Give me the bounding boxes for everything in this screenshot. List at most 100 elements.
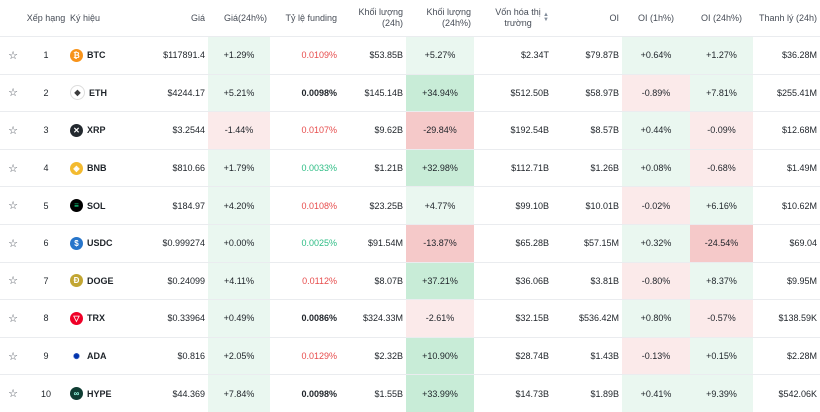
oi-1h-cell: -0.89% <box>622 73 690 112</box>
eth-icon: ◆ <box>70 85 85 101</box>
star-icon[interactable]: ☆ <box>8 87 18 100</box>
symbol-label: DOGE <box>87 275 114 286</box>
price-cell: $4244.17 <box>138 73 208 112</box>
oi-24h-cell: +9.39% <box>690 374 753 412</box>
mcap-cell: $512.50B <box>474 73 552 112</box>
price-cell: $3.2544 <box>138 111 208 150</box>
liq-cell: $36.28M <box>753 36 820 75</box>
oi-1h-cell: +0.64% <box>622 36 690 75</box>
oi-24h-cell: -0.68% <box>690 148 753 187</box>
oi-cell: $3.81B <box>552 261 622 300</box>
favorite-cell: ☆ <box>0 73 26 112</box>
symbol-cell[interactable]: ◈ BNB <box>66 148 138 187</box>
symbol-cell[interactable]: ✺ ADA <box>66 336 138 375</box>
star-icon[interactable]: ☆ <box>8 388 18 401</box>
liq-header[interactable]: Thanh lý (24h) <box>758 12 817 23</box>
symbol-cell[interactable]: ∞ HYPE <box>66 374 138 412</box>
rank-cell: 1 <box>26 36 66 75</box>
rank-cell: 8 <box>26 299 66 338</box>
table-row[interactable]: ☆ 5 ≡ SOL $184.97 +4.20% 0.0108% $23.25B +4.77% $… <box>0 186 820 225</box>
oi-cell: $79.87B <box>552 36 622 75</box>
favorite-cell: ☆ <box>0 261 26 300</box>
symbol-cell[interactable]: ✕ XRP <box>66 111 138 150</box>
table-row[interactable]: ☆ 9 ✺ ADA $0.816 +2.05% 0.0129% $2.32B +10.90% $2… <box>0 336 820 375</box>
star-icon[interactable]: ☆ <box>8 124 18 137</box>
star-icon[interactable]: ☆ <box>8 237 18 250</box>
liq-cell: $10.62M <box>753 186 820 225</box>
symbol-header[interactable]: Ký hiệu <box>70 12 101 23</box>
star-icon[interactable]: ☆ <box>8 275 18 288</box>
volume-cell: $8.07B <box>340 261 406 300</box>
star-icon[interactable]: ☆ <box>8 350 18 363</box>
change-cell: +0.00% <box>208 223 270 263</box>
table-row[interactable]: ☆ 2 ◆ ETH $4244.17 +5.21% 0.0098% $145.14B +34.9… <box>0 73 820 112</box>
volume-cell: $91.54M <box>340 223 406 263</box>
liq-cell: $2.28M <box>753 336 820 375</box>
funding-header[interactable]: Tỷ lệ funding <box>285 12 337 23</box>
table-row[interactable]: ☆ 10 ∞ HYPE $44.369 +7.84% 0.0098% $1.55B +33.99… <box>0 374 820 412</box>
table-row[interactable]: ☆ 4 ◈ BNB $810.66 +1.79% 0.0033% $1.21B +32.98% $… <box>0 148 820 187</box>
oi-1h-header[interactable]: OI (1h%) <box>637 12 674 23</box>
usdc-icon: $ <box>70 236 83 250</box>
table-row[interactable]: ☆ 1 ₿ BTC $117891.4 +1.29% 0.0109% $53.85B +5.27… <box>0 36 820 75</box>
volume-header[interactable]: Khối lượng (24h) <box>358 7 403 28</box>
symbol-cell[interactable]: $ USDC <box>66 223 138 263</box>
table-row[interactable]: ☆ 8 ▽ TRX $0.33964 +0.49% 0.0086% $324.33M -2.61… <box>0 299 820 338</box>
symbol-label: ETH <box>89 87 107 98</box>
rank-header[interactable]: Xếp hạng <box>26 12 66 23</box>
change-cell: +4.11% <box>208 261 270 300</box>
change-header[interactable]: Giá(24h%) <box>223 12 267 23</box>
price-cell: $0.24099 <box>138 261 208 300</box>
funding-cell: 0.0098% <box>270 73 340 112</box>
volume-pct-cell: +34.94% <box>406 73 474 112</box>
oi-header[interactable]: OI <box>609 12 619 23</box>
oi-cell: $1.89B <box>552 374 622 412</box>
oi-24h-header[interactable]: OI (24h%) <box>700 12 742 23</box>
change-cell: -1.44% <box>208 111 270 150</box>
symbol-cell[interactable]: Ð DOGE <box>66 261 138 300</box>
star-icon[interactable]: ☆ <box>8 200 18 213</box>
funding-cell: 0.0086% <box>270 299 340 338</box>
volume-cell: $324.33M <box>340 299 406 338</box>
price-header[interactable]: Giá <box>190 12 205 23</box>
change-cell: +2.05% <box>208 336 270 375</box>
volume-cell: $23.25B <box>340 186 406 225</box>
volume-cell: $53.85B <box>340 36 406 75</box>
price-cell: $0.999274 <box>138 223 208 263</box>
oi-1h-cell: -0.02% <box>622 186 690 225</box>
rank-cell: 7 <box>26 261 66 300</box>
table-row[interactable]: ☆ 7 Ð DOGE $0.24099 +4.11% 0.0112% $8.07B +37.21… <box>0 261 820 300</box>
favorite-cell: ☆ <box>0 36 26 75</box>
change-cell: +5.21% <box>208 73 270 112</box>
symbol-label: XRP <box>87 125 106 136</box>
star-icon[interactable]: ☆ <box>8 312 18 325</box>
mcap-cell: $2.34T <box>474 36 552 75</box>
rank-cell: 9 <box>26 336 66 375</box>
mcap-header[interactable]: Vốn hóa thị trường▲ ▼ <box>474 0 552 37</box>
oi-24h-cell: -0.57% <box>690 299 753 338</box>
funding-cell: 0.0025% <box>270 223 340 263</box>
liq-cell: $542.06K <box>753 374 820 412</box>
symbol-cell[interactable]: ≡ SOL <box>66 186 138 225</box>
star-icon[interactable]: ☆ <box>8 162 18 175</box>
bnb-icon: ◈ <box>70 161 83 175</box>
volume-pct-header[interactable]: Khối lượng (24h%) <box>426 7 471 28</box>
oi-cell: $1.26B <box>552 148 622 187</box>
table-row[interactable]: ☆ 3 ✕ XRP $3.2544 -1.44% 0.0107% $9.62B -29.84% $… <box>0 111 820 150</box>
change-cell: +1.79% <box>208 148 270 187</box>
price-cell: $0.33964 <box>138 299 208 338</box>
star-icon[interactable]: ☆ <box>8 49 18 62</box>
rank-cell: 3 <box>26 111 66 150</box>
oi-1h-cell: +0.44% <box>622 111 690 150</box>
symbol-cell[interactable]: ◆ ETH <box>66 73 138 112</box>
sort-icon[interactable]: ▲ ▼ <box>543 12 549 23</box>
symbol-cell[interactable]: ▽ TRX <box>66 299 138 338</box>
table-row[interactable]: ☆ 6 $ USDC $0.999274 +0.00% 0.0025% $91.54M -13.… <box>0 223 820 263</box>
price-cell: $117891.4 <box>138 36 208 75</box>
oi-1h-cell: -0.80% <box>622 261 690 300</box>
funding-cell: 0.0098% <box>270 374 340 412</box>
oi-1h-cell: +0.08% <box>622 148 690 187</box>
oi-1h-cell: +0.41% <box>622 374 690 412</box>
volume-pct-cell: +10.90% <box>406 336 474 375</box>
symbol-cell[interactable]: ₿ BTC <box>66 36 138 75</box>
